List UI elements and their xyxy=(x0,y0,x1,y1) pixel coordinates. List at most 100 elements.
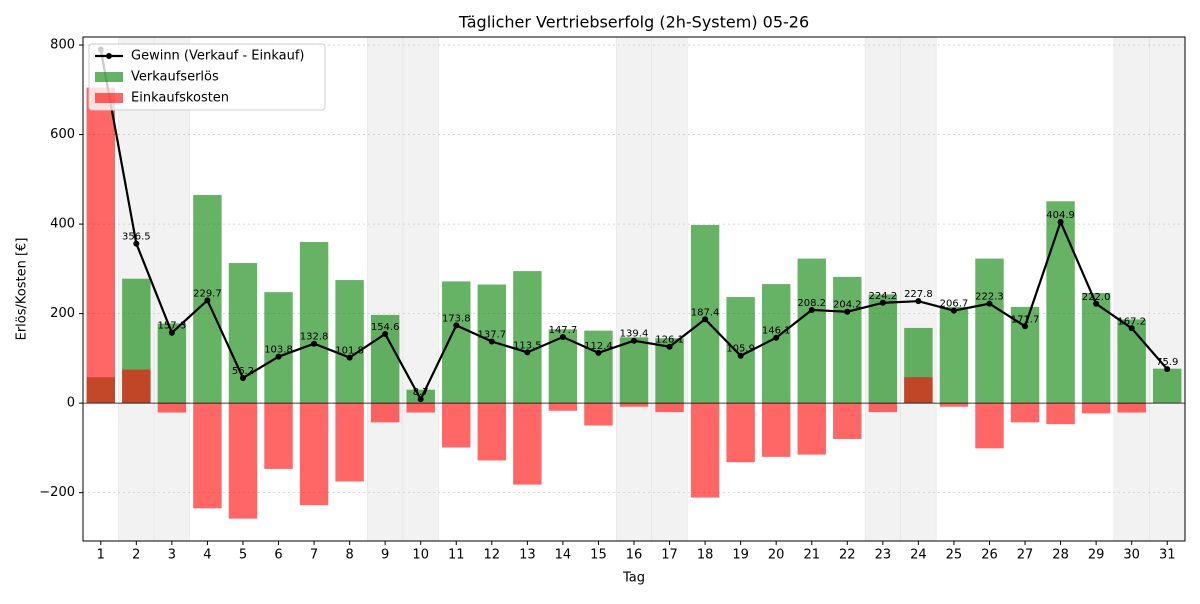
bar xyxy=(228,403,258,519)
x-tick-label: 28 xyxy=(1052,548,1069,563)
highlight-band xyxy=(367,36,404,542)
bar xyxy=(584,403,613,426)
value-label: 56.2 xyxy=(232,366,254,377)
value-label: 157.3 xyxy=(158,321,187,332)
bar xyxy=(335,403,364,482)
point xyxy=(1128,325,1135,332)
x-tick-label: 17 xyxy=(661,548,678,563)
bar xyxy=(1117,403,1146,413)
highlight-band xyxy=(900,36,937,542)
value-label: 103.8 xyxy=(264,345,293,356)
bar xyxy=(1153,368,1182,404)
x-tick-label: 3 xyxy=(168,548,176,563)
x-tick-label: 1 xyxy=(97,548,105,563)
value-label: 112.4 xyxy=(584,341,613,352)
bar xyxy=(1081,403,1111,414)
bar xyxy=(370,314,400,404)
legend-label: Gewinn (Verkauf - Einkauf) xyxy=(131,49,304,64)
point xyxy=(915,298,922,305)
y-tick-label: 800 xyxy=(50,38,75,53)
value-label: 171.7 xyxy=(1011,314,1040,325)
point xyxy=(204,297,211,304)
point xyxy=(239,374,246,381)
bar xyxy=(442,403,471,448)
bar xyxy=(122,369,151,404)
x-tick-label: 31 xyxy=(1159,548,1176,563)
x-tick-label: 16 xyxy=(626,548,643,563)
bar xyxy=(193,403,222,509)
point xyxy=(417,396,424,403)
value-label: 113.5 xyxy=(513,340,542,351)
value-label: 404.9 xyxy=(1046,210,1075,221)
value-label: 132.8 xyxy=(300,332,329,343)
bar xyxy=(157,403,187,413)
bar xyxy=(726,403,755,463)
chart-title: Täglicher Vertriebserfolg (2h-System) 05… xyxy=(458,13,809,32)
bar xyxy=(406,403,435,413)
highlight-band xyxy=(402,36,439,542)
value-label: 154.6 xyxy=(371,322,400,333)
value-label: 8.7 xyxy=(413,387,429,398)
x-axis-label: Tag xyxy=(622,571,645,586)
bar xyxy=(228,263,258,404)
bar xyxy=(868,294,898,404)
x-tick-label: 2 xyxy=(132,548,140,563)
bar xyxy=(299,403,329,506)
legend-swatch xyxy=(95,93,123,103)
y-tick-label: 0 xyxy=(67,396,75,411)
bar xyxy=(833,276,862,404)
value-label: 167.2 xyxy=(1117,316,1146,327)
point xyxy=(737,352,744,359)
x-tick-label: 26 xyxy=(981,548,998,563)
legend-label: Verkaufserlös xyxy=(131,70,219,85)
x-tick-label: 8 xyxy=(345,548,353,563)
y-axis-label: Erlös/Kosten [€] xyxy=(15,238,30,341)
highlight-band xyxy=(1113,36,1150,542)
point xyxy=(808,306,815,313)
bar xyxy=(797,258,826,404)
legend-swatch xyxy=(95,72,123,82)
point xyxy=(666,343,673,350)
bar xyxy=(548,403,578,411)
bar xyxy=(1010,403,1040,423)
value-label: 101.8 xyxy=(335,346,364,357)
value-label: 208.2 xyxy=(797,298,826,309)
x-tick-label: 22 xyxy=(839,548,856,563)
bar xyxy=(619,337,649,404)
value-label: 222.3 xyxy=(975,292,1004,303)
x-tick-label: 24 xyxy=(910,548,927,563)
bar xyxy=(975,258,1004,404)
highlight-band xyxy=(864,36,901,542)
x-tick-label: 29 xyxy=(1088,548,1105,563)
bar xyxy=(264,403,293,469)
highlight-band xyxy=(651,36,688,542)
value-label: 229.7 xyxy=(193,288,222,299)
highlight-band xyxy=(615,36,653,542)
value-label: 222.0 xyxy=(1082,292,1111,303)
bar xyxy=(797,403,826,455)
point xyxy=(1022,323,1029,330)
point xyxy=(1057,218,1064,225)
x-tick-label: 30 xyxy=(1123,548,1140,563)
x-tick-label: 27 xyxy=(1017,548,1034,563)
point xyxy=(773,334,780,341)
bar xyxy=(513,403,542,485)
value-label: 224.2 xyxy=(869,291,898,302)
highlight-band xyxy=(153,36,190,542)
x-tick-label: 11 xyxy=(448,548,465,563)
bar xyxy=(761,403,791,457)
x-tick-label: 18 xyxy=(697,548,714,563)
x-tick-label: 4 xyxy=(203,548,211,563)
plot-frame xyxy=(82,36,1186,542)
x-tick-label: 19 xyxy=(732,548,749,563)
bar xyxy=(690,224,720,404)
value-label: 227.8 xyxy=(904,289,933,300)
x-tick-label: 6 xyxy=(274,548,282,563)
value-label: 126.1 xyxy=(655,335,684,346)
value-label: 137.7 xyxy=(477,330,506,341)
bar xyxy=(477,403,507,461)
point xyxy=(382,330,389,337)
value-label: 146.1 xyxy=(762,326,791,337)
x-tick-label: 7 xyxy=(310,548,318,563)
